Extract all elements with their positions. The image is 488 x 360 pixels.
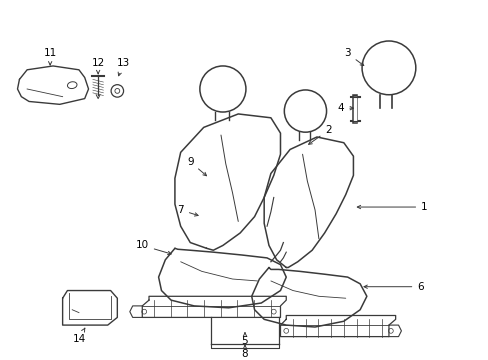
Text: 8: 8: [241, 345, 248, 359]
Text: 10: 10: [136, 240, 171, 255]
Text: 5: 5: [241, 333, 248, 346]
Text: 4: 4: [337, 103, 353, 113]
Text: 11: 11: [43, 49, 57, 65]
Text: 6: 6: [363, 282, 423, 292]
Text: 9: 9: [186, 157, 206, 176]
Text: 2: 2: [308, 125, 331, 144]
Text: 12: 12: [91, 58, 104, 74]
Text: 3: 3: [344, 49, 363, 66]
Text: 1: 1: [357, 202, 427, 212]
Text: 13: 13: [116, 58, 129, 76]
Text: 7: 7: [177, 205, 198, 216]
Text: 14: 14: [72, 328, 85, 343]
